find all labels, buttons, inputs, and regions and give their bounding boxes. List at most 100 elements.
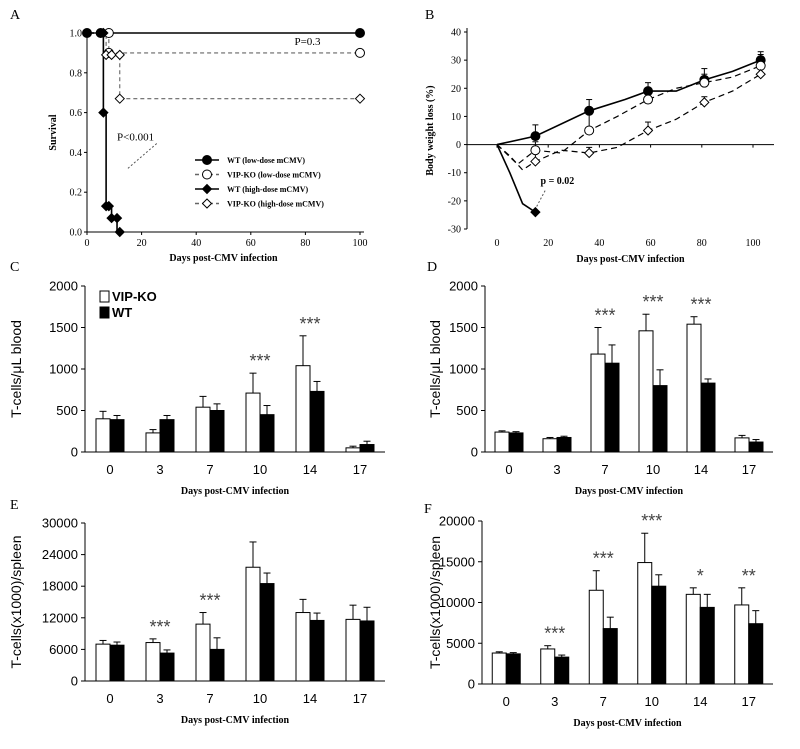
panel-label-c: C (10, 260, 19, 275)
y-axis-label: T-cells/μL blood (8, 320, 24, 418)
y-tick-label: 24000 (42, 547, 78, 562)
y-axis-label: T-cells/μL blood (427, 320, 443, 418)
bar-wt (651, 585, 667, 685)
bar-wt (159, 419, 175, 453)
bar-wt (554, 656, 570, 685)
bar-vip-ko (590, 353, 606, 453)
y-tick-label: 0 (471, 445, 478, 460)
data-point (699, 97, 710, 108)
y-tick-label: 10000 (439, 595, 475, 610)
bar-wt (508, 432, 524, 453)
x-tick-label: 0 (503, 694, 510, 709)
y-tick-label: 2000 (449, 279, 478, 294)
significance-marker: *** (690, 295, 711, 315)
legend-marker (202, 155, 212, 165)
series-line (496, 65, 761, 166)
significance-marker: *** (149, 617, 170, 637)
data-point (111, 212, 123, 224)
panel-b: B -30 -20 -10 0 10 20 30 40 0 20 40 60 80 100 Days post… (425, 8, 774, 265)
bar-wt (259, 583, 275, 682)
bar-wt (359, 620, 375, 682)
x-tick-label: 17 (353, 462, 367, 477)
significance-marker: *** (593, 549, 614, 569)
data-point (98, 107, 109, 118)
bar-vip-ko (588, 589, 604, 685)
panel-label-e: E (10, 498, 19, 513)
bar-wt (209, 648, 225, 682)
y-tick-label: 15000 (439, 554, 475, 569)
y-tick-label: 0 (468, 677, 475, 692)
bar-wt (159, 652, 175, 682)
x-tick-label: 7 (206, 462, 213, 477)
significance-marker: *** (642, 292, 663, 312)
y-tick-label: 20000 (439, 514, 475, 529)
x-tick-label: 80 (697, 238, 707, 249)
y-axis-label: T-cells(x1000)/spleen (8, 535, 24, 668)
x-tick-label: 60 (246, 238, 256, 249)
x-tick-label: 10 (646, 462, 660, 477)
bar-vip-ko (145, 432, 161, 453)
data-point (530, 156, 541, 167)
bar-wt (556, 436, 572, 453)
data-point (354, 93, 366, 104)
y-tick-label: 12000 (42, 610, 78, 625)
panel-d: D 0 500 1000 1500 2000 0 3 7 *** 10 *** 14 *** 17 Days … (427, 260, 773, 497)
bar-wt (109, 644, 125, 682)
y-tick-label: -10 (448, 168, 461, 179)
y-tick-label: 500 (456, 403, 478, 418)
y-tick-label: 20 (451, 84, 461, 95)
x-tick-label: 60 (646, 238, 656, 249)
y-axis-label: T-cells(x1000)/spleen (427, 536, 443, 669)
bar-vip-ko (95, 418, 111, 453)
x-tick-label: 100 (746, 238, 761, 249)
bar-wt (505, 653, 521, 685)
data-point (114, 49, 125, 61)
legend-marker (201, 198, 213, 209)
y-tick-label: -20 (448, 196, 461, 207)
data-point (103, 200, 115, 212)
bar-vip-ko (491, 652, 507, 685)
bar-wt (602, 628, 618, 685)
x-axis-label: Days post-CMV infection (573, 718, 682, 729)
bar-wt (359, 444, 375, 453)
y-tick-label: 30000 (42, 516, 78, 531)
x-axis-label: Days post-CMV infection (169, 253, 278, 264)
x-tick-label: 20 (137, 238, 147, 249)
data-point (355, 47, 365, 58)
y-tick-label: 30 (451, 56, 461, 67)
series-line (496, 144, 536, 213)
bar-wt (109, 419, 125, 453)
bar-vip-ko (494, 431, 510, 453)
series-line (87, 32, 120, 233)
x-tick-label: 0 (106, 691, 113, 706)
annotation-leader (536, 189, 547, 207)
data-point (114, 93, 125, 104)
bar-vip-ko (95, 643, 111, 682)
y-tick-label: 1000 (449, 362, 478, 377)
x-tick-label: 0 (106, 462, 113, 477)
x-tick-label: 0 (495, 238, 500, 249)
bar-vip-ko (345, 447, 361, 453)
panel-c: C 0 500 1000 1500 2000 0 3 7 10 *** 14 *** 17 Days pos… (8, 260, 385, 497)
bar-wt (259, 414, 275, 453)
panel-f: F 0 5000 10000 15000 20000 0 3 *** 7 *** 10 *** 14 * 17… (424, 502, 773, 729)
y-tick-label: 0 (71, 674, 78, 689)
x-tick-label: 10 (645, 694, 659, 709)
annotation-p002: p = 0.02 (541, 176, 575, 187)
data-point (584, 125, 595, 136)
bar-wt (748, 441, 764, 453)
x-tick-label: 7 (601, 462, 608, 477)
bar-vip-ko (195, 406, 211, 453)
y-tick-label: 0.8 (70, 68, 83, 79)
x-tick-label: 3 (553, 462, 560, 477)
bar-wt (748, 623, 764, 685)
data-point (755, 60, 766, 71)
panel-e: E 0 6000 12000 18000 24000 30000 0 3 *** 7 *** 10 14 1… (8, 498, 385, 726)
x-tick-label: 40 (594, 238, 604, 249)
legend-label: WT (high-dose mCMV) (227, 185, 309, 194)
y-axis-label: Body weight loss (%) (425, 85, 436, 175)
data-point (584, 105, 595, 116)
x-axis-label: Days post-CMV infection (576, 254, 685, 265)
bar-vip-ko (638, 330, 654, 453)
x-tick-label: 17 (353, 691, 367, 706)
